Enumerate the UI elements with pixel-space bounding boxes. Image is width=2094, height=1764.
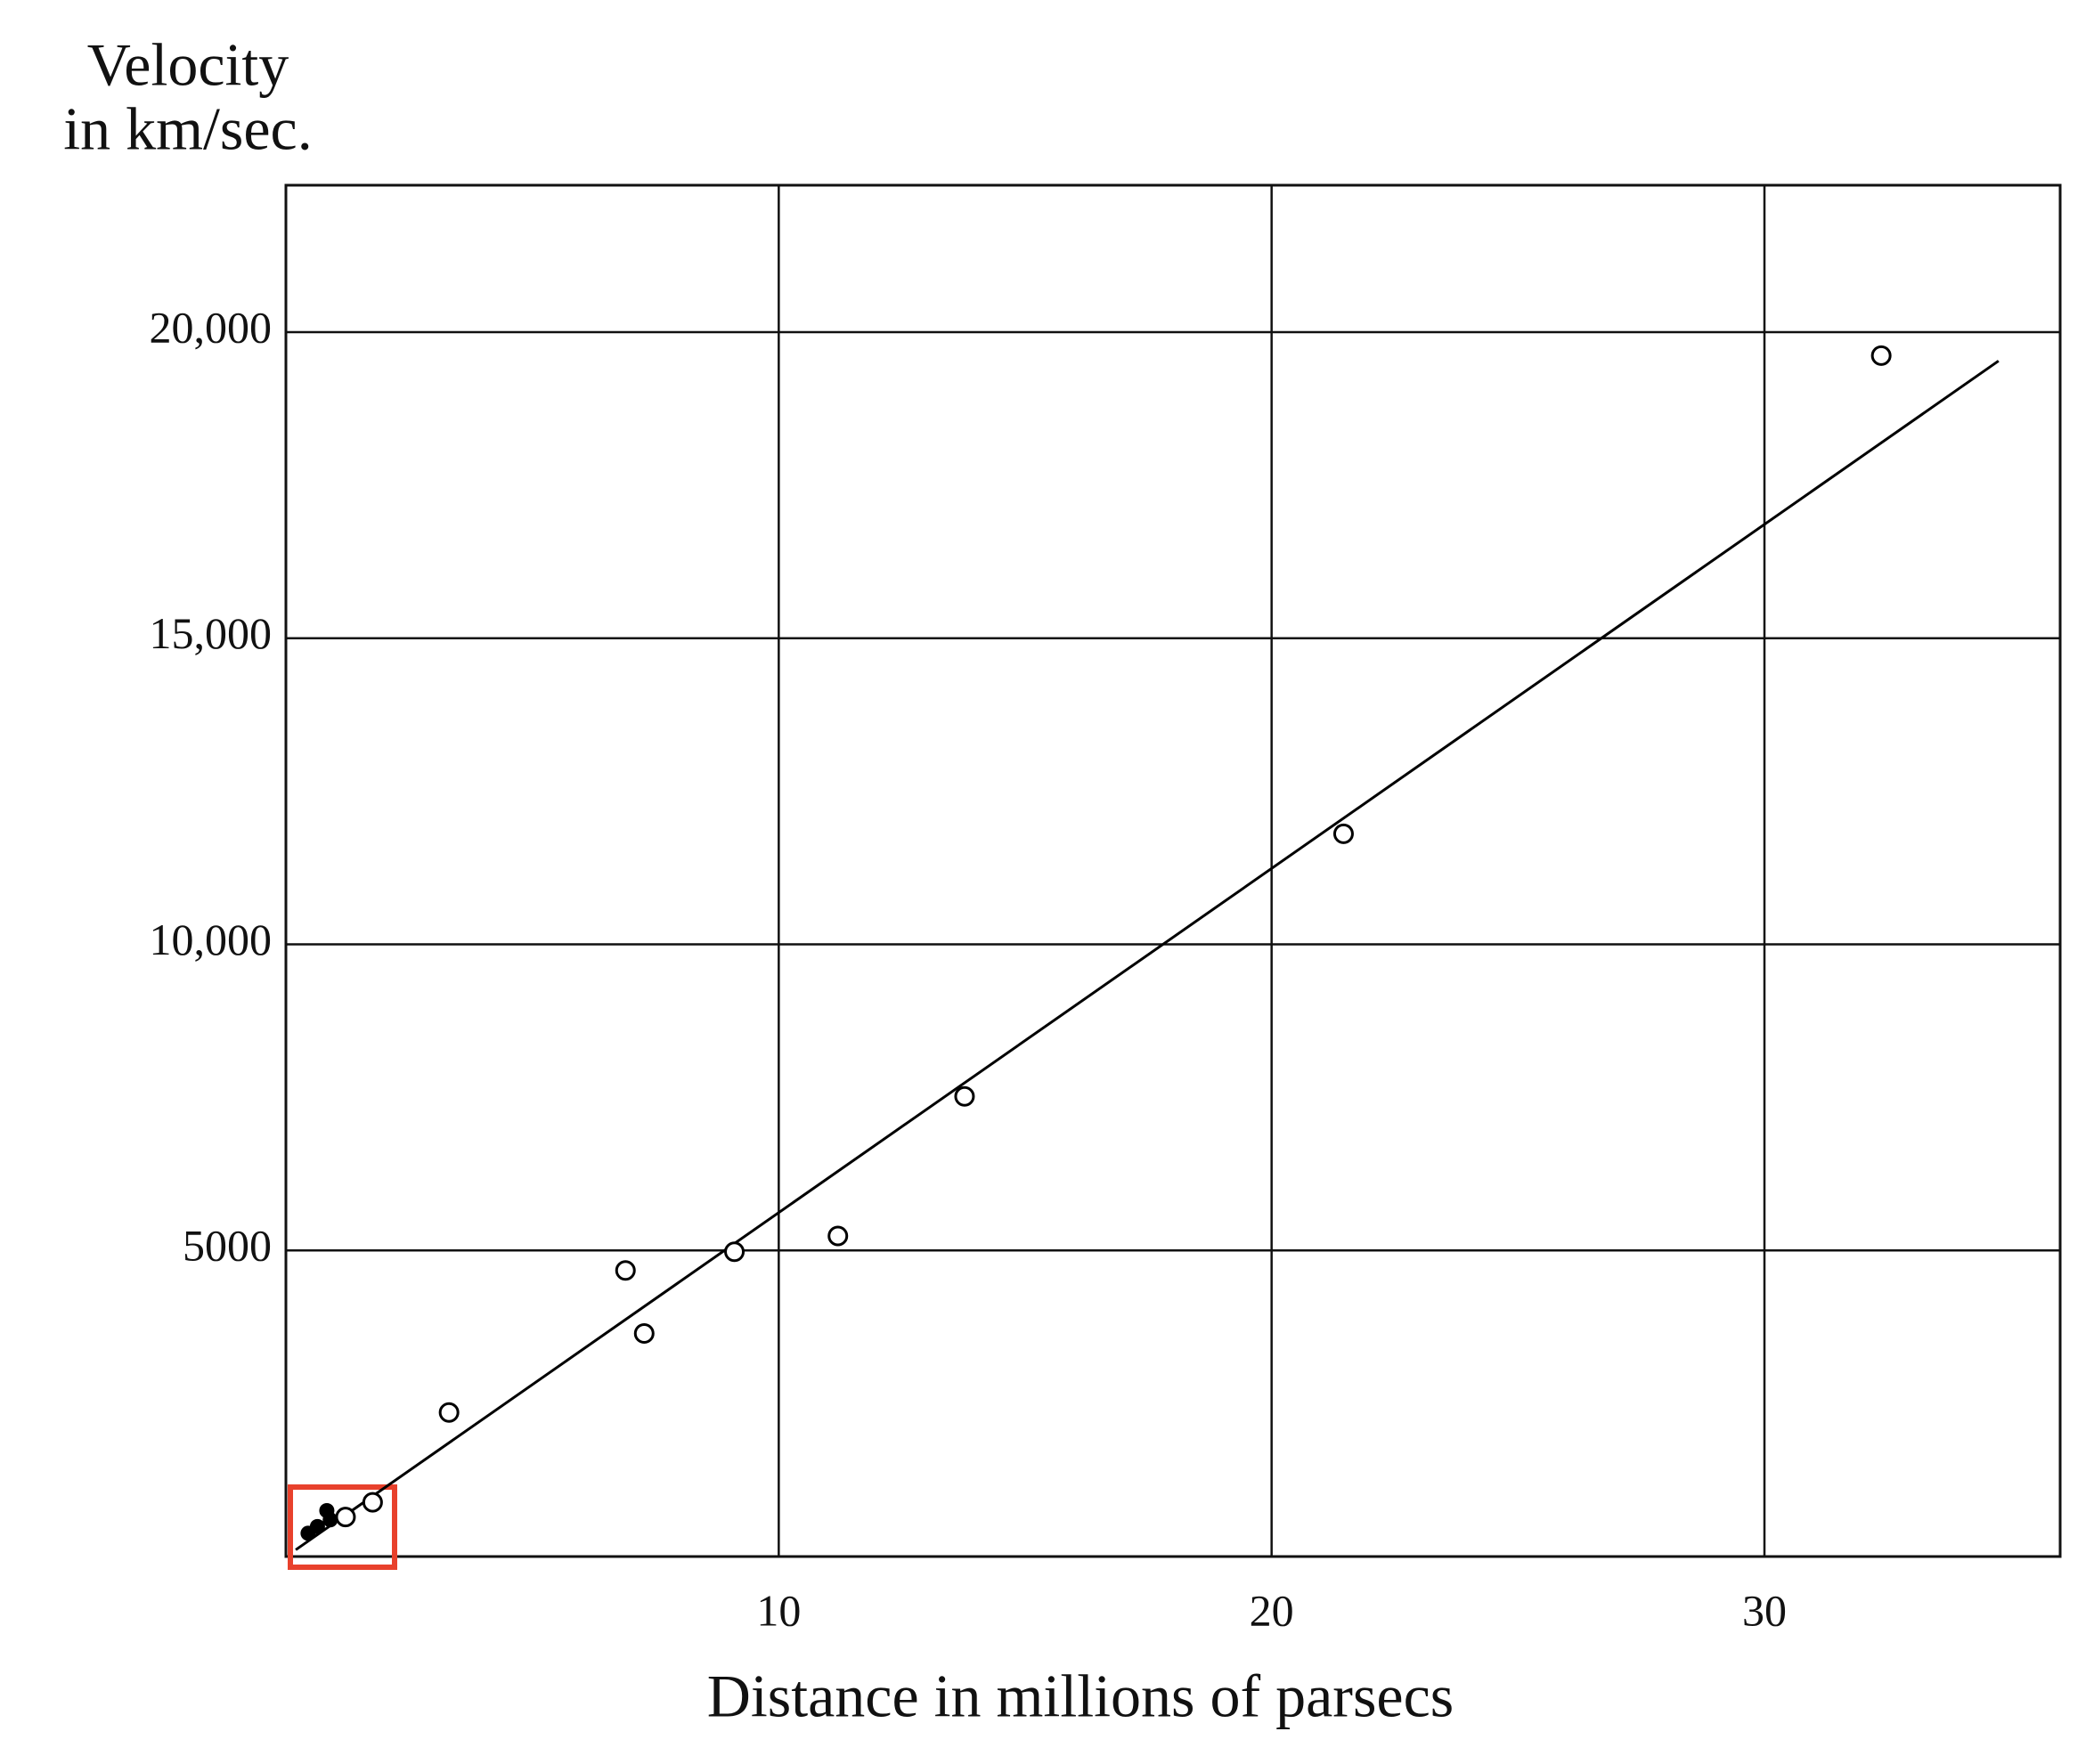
fit-line [295,360,2000,1551]
open-point [335,1507,356,1528]
highlight-box [288,1484,397,1570]
y-tick-label: 20,000 [150,302,273,352]
open-point [362,1492,383,1513]
filled-point [322,1512,338,1528]
y-axis-label: Velocity [87,31,289,99]
open-point [633,1323,655,1345]
open-point [615,1260,636,1281]
y-tick-label: 15,000 [150,608,273,658]
x-tick-label: 20 [1250,1585,1294,1635]
plot-frame [284,183,2062,1558]
open-point [827,1225,849,1247]
x-tick-label: 30 [1742,1585,1787,1635]
filled-point [309,1518,325,1534]
open-point [1870,345,1892,366]
y-tick-label: 10,000 [150,915,273,964]
x-axis-label: Distance in millions of parsecs [707,1662,1454,1730]
y-tick-label: 5000 [183,1221,272,1271]
open-point [1332,823,1354,844]
open-point [954,1085,975,1107]
open-point [724,1241,746,1263]
y-axis-label: in km/sec. [63,95,313,163]
x-tick-label: 10 [756,1585,801,1635]
open-point [438,1402,460,1423]
